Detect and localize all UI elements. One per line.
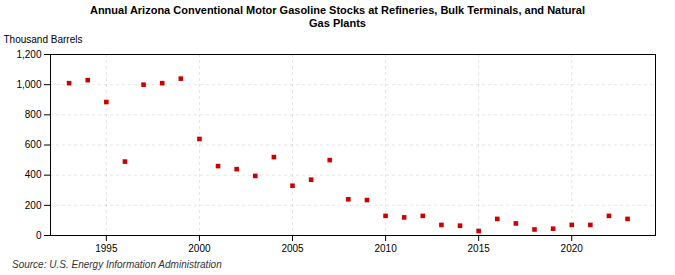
svg-text:2015: 2015 (468, 243, 491, 254)
svg-text:400: 400 (25, 170, 42, 181)
svg-text:2010: 2010 (374, 243, 397, 254)
svg-text:200: 200 (25, 200, 42, 211)
svg-text:1,200: 1,200 (16, 49, 41, 60)
svg-text:Thousand Barrels: Thousand Barrels (4, 34, 83, 45)
svg-text:600: 600 (25, 140, 42, 151)
svg-text:2005: 2005 (281, 243, 304, 254)
svg-text:1,000: 1,000 (16, 79, 41, 90)
svg-text:800: 800 (25, 109, 42, 120)
svg-text:0: 0 (36, 230, 42, 241)
html-text:Source: U.S. Energy Informatio: Source: U.S. Energy Information Administ… (12, 259, 222, 271)
html-text:Annual Arizona Conventional Mo: Annual Arizona Conventional Motor Gasoli… (90, 4, 585, 30)
svg-text:2000: 2000 (188, 243, 211, 254)
svg-text:1995: 1995 (95, 243, 118, 254)
svg-text:2020: 2020 (561, 243, 584, 254)
